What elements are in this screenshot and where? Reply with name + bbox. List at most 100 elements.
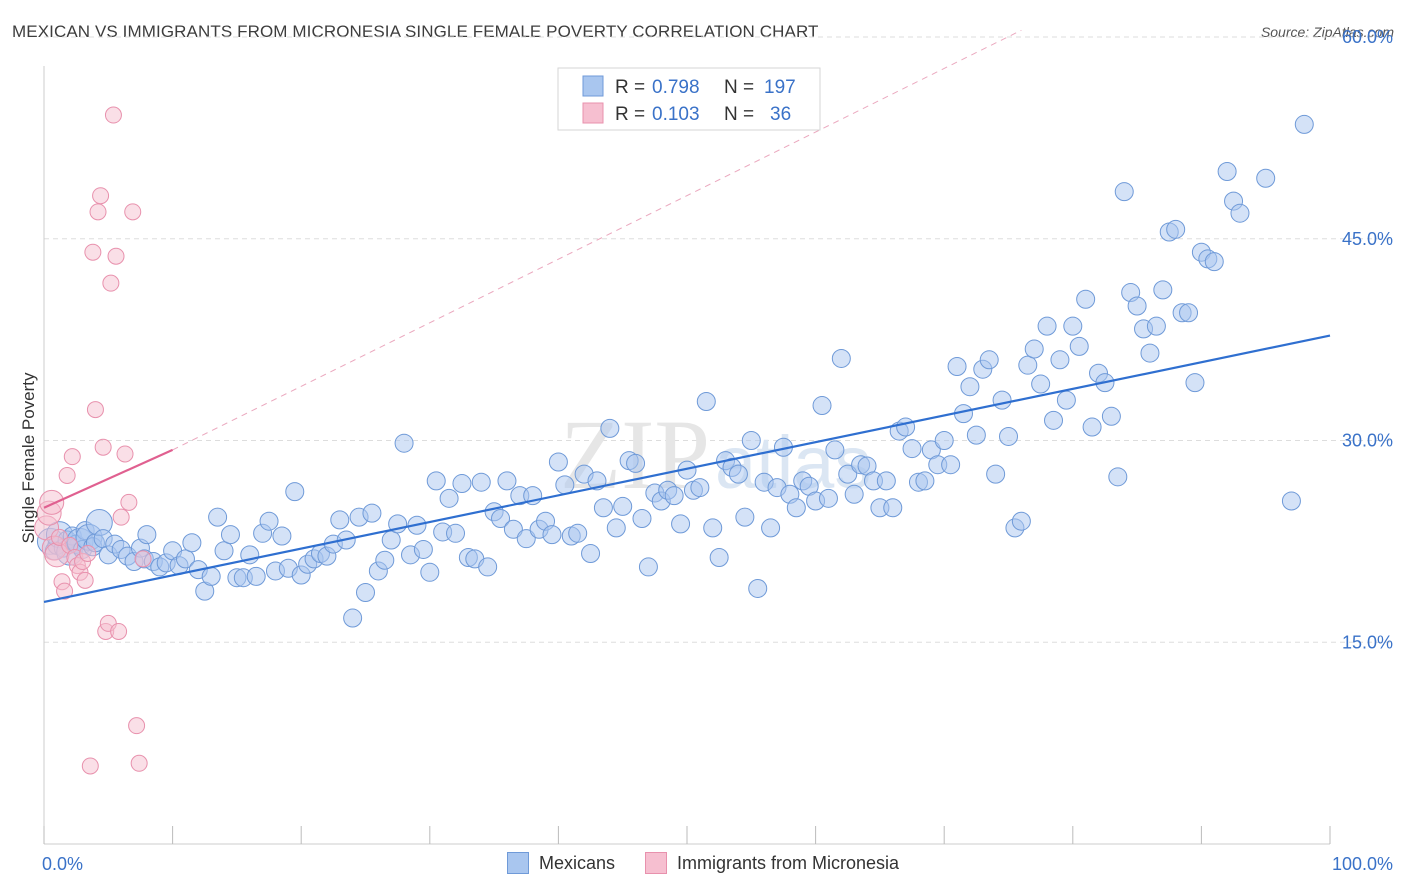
data-point-micronesia: [128, 717, 146, 735]
data-point-micronesia: [116, 445, 134, 463]
data-point-mexicans: [999, 426, 1018, 446]
data-point-mexicans: [137, 525, 157, 545]
data-point-mexicans: [638, 557, 658, 577]
legend-n-value: 197: [764, 77, 796, 98]
data-point-mexicans: [1153, 280, 1173, 300]
data-point-mexicans: [471, 472, 491, 492]
data-point-micronesia: [63, 448, 81, 466]
legend-swatch-pink: [644, 852, 667, 874]
data-point-mexicans: [606, 518, 626, 538]
data-point-mexicans: [1166, 219, 1186, 239]
data-point-mexicans: [632, 509, 652, 529]
bottom-legend: Mexicans Immigrants from Micronesia: [0, 852, 1406, 874]
data-point-mexicans: [986, 464, 1006, 484]
data-point-mexicans: [362, 503, 382, 523]
y-tick-label: 60.0%: [1342, 27, 1393, 47]
data-point-mexicans: [979, 350, 999, 370]
data-point-mexicans: [1056, 390, 1076, 410]
data-point-mexicans: [394, 433, 414, 453]
data-point-mexicans: [838, 464, 858, 484]
bottom-legend-micronesia: Immigrants from Micronesia: [644, 852, 900, 874]
data-point-mexicans: [1011, 511, 1031, 531]
data-point-mexicans: [1217, 162, 1237, 181]
data-point-mexicans: [883, 498, 903, 518]
data-point-mexicans: [497, 471, 517, 491]
series-mexicans: [36, 114, 1314, 628]
data-point-mexicans: [1063, 316, 1083, 336]
data-point-mexicans: [728, 464, 748, 484]
data-point-mexicans: [966, 425, 986, 445]
data-point-mexicans: [420, 562, 440, 582]
legend-label-mexicans: Mexicans: [538, 852, 615, 873]
data-point-micronesia: [102, 274, 120, 292]
data-point-mexicans: [1294, 114, 1314, 134]
data-point-mexicans: [426, 471, 446, 491]
data-point-micronesia: [58, 466, 76, 484]
data-point-mexicans: [831, 348, 851, 368]
data-point-micronesia: [134, 550, 152, 568]
data-point-mexicans: [818, 488, 838, 508]
legend-r-value: 0.798: [652, 77, 700, 98]
data-point-mexicans: [285, 482, 305, 502]
data-point-mexicans: [356, 582, 375, 602]
data-point-mexicans: [381, 530, 401, 550]
legend-n-value: 36: [770, 104, 791, 125]
data-point-mexicans: [542, 525, 562, 545]
data-point-micronesia: [76, 571, 94, 589]
data-point-mexicans: [960, 377, 980, 397]
legend-r-label: R =: [615, 77, 645, 98]
data-point-micronesia: [81, 757, 99, 775]
data-point-micronesia: [79, 544, 97, 562]
data-point-micronesia: [39, 489, 65, 515]
data-point-mexicans: [581, 543, 601, 563]
data-point-mexicans: [1044, 410, 1064, 430]
y-tick-label: 15.0%: [1342, 632, 1393, 652]
data-point-mexicans: [1031, 374, 1051, 394]
y-tick-label: 45.0%: [1342, 229, 1393, 249]
data-point-mexicans: [696, 391, 716, 411]
y-axis-label: Single Female Poverty: [19, 372, 38, 544]
series-micronesia: [34, 106, 152, 775]
data-point-mexicans: [1281, 491, 1301, 511]
data-point-mexicans: [761, 518, 781, 538]
data-point-mexicans: [1140, 343, 1160, 363]
data-point-mexicans: [1127, 296, 1147, 316]
data-point-mexicans: [446, 523, 466, 543]
legend-label-micronesia: Immigrants from Micronesia: [676, 852, 900, 873]
data-point-mexicans: [491, 509, 511, 529]
reference-diagonal: [172, 29, 1022, 451]
data-point-mexicans: [1050, 350, 1070, 370]
data-point-mexicans: [246, 566, 266, 586]
data-point-mexicans: [896, 417, 916, 437]
data-point-mexicans: [548, 452, 568, 472]
x-tick-label: 100.0%: [1332, 854, 1393, 874]
data-point-mexicans: [947, 357, 967, 377]
legend-n-label: N =: [724, 104, 754, 125]
legend-r-label: R =: [615, 104, 645, 125]
legend: R = 0.798 N = 197 R = 0.103 N = 36: [557, 67, 821, 131]
data-point-mexicans: [812, 396, 832, 416]
data-point-mexicans: [613, 496, 633, 516]
data-point-mexicans: [1204, 252, 1224, 272]
data-point-mexicans: [703, 518, 723, 538]
data-point-mexicans: [1018, 355, 1038, 375]
data-point-micronesia: [86, 401, 104, 419]
data-point-mexicans: [593, 498, 613, 518]
data-point-mexicans: [844, 484, 864, 504]
data-point-mexicans: [600, 418, 620, 438]
y-tick-labels: 15.0% 30.0% 45.0% 60.0%: [1342, 27, 1393, 652]
data-point-mexicans: [1024, 339, 1044, 359]
data-point-mexicans: [1069, 336, 1089, 356]
data-point-mexicans: [741, 431, 761, 450]
legend-n-label: N =: [724, 77, 754, 98]
data-point-mexicans: [516, 529, 536, 549]
data-point-micronesia: [92, 187, 110, 205]
data-point-mexicans: [690, 478, 710, 498]
data-point-mexicans: [452, 474, 472, 494]
data-point-mexicans: [786, 498, 806, 518]
data-point-mexicans: [1037, 316, 1057, 336]
data-point-mexicans: [568, 523, 588, 543]
legend-swatch-blue: [506, 852, 529, 874]
data-point-mexicans: [182, 533, 202, 553]
